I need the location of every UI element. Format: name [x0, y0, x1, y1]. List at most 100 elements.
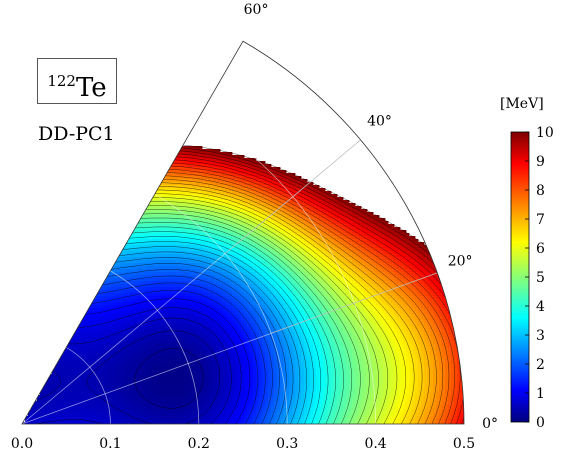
heat-cell	[118, 302, 122, 306]
heat-cell	[265, 311, 269, 315]
heat-cell	[364, 293, 368, 297]
heat-cell	[196, 239, 200, 243]
heat-cell	[205, 197, 209, 201]
heat-cell	[310, 230, 314, 234]
heat-cell	[292, 308, 296, 312]
heat-cell	[364, 284, 368, 288]
heat-cell	[382, 293, 386, 297]
heat-cell	[289, 293, 293, 297]
heat-cell	[280, 239, 284, 243]
heat-cell	[172, 314, 176, 318]
heat-cell	[367, 224, 371, 228]
heat-cell	[154, 242, 158, 246]
heat-cell	[364, 221, 368, 225]
heat-cell	[292, 188, 296, 192]
heat-cell	[214, 266, 218, 270]
heat-cell	[184, 149, 188, 153]
heat-cell	[352, 233, 356, 237]
heat-cell	[262, 284, 266, 288]
heat-cell	[439, 272, 443, 276]
heat-cell	[328, 230, 332, 234]
heat-cell	[307, 221, 311, 225]
heat-cell	[313, 185, 317, 189]
heat-cell	[250, 269, 254, 273]
heat-cell	[397, 230, 401, 234]
heat-cell	[214, 242, 218, 246]
heat-cell	[100, 308, 104, 312]
heat-cell	[268, 314, 272, 318]
heat-cell	[340, 266, 344, 270]
heat-cell	[229, 179, 233, 183]
heat-cell	[334, 242, 338, 246]
heat-cell	[328, 314, 332, 318]
heat-cell	[202, 173, 206, 177]
heat-cell	[199, 224, 203, 228]
heat-cell	[238, 311, 242, 315]
heat-cell	[130, 239, 134, 243]
heat-cell	[298, 284, 302, 288]
heat-cell	[193, 215, 197, 219]
heat-cell	[310, 314, 314, 318]
heat-cell	[349, 242, 353, 246]
heat-cell	[337, 209, 341, 213]
heat-cell	[199, 230, 203, 234]
heat-cell	[160, 188, 164, 192]
heat-cell	[241, 173, 245, 177]
heat-cell	[448, 317, 452, 321]
heat-cell	[283, 287, 287, 291]
heat-cell	[133, 284, 137, 288]
heat-cell	[319, 320, 323, 324]
heat-cell	[235, 296, 239, 300]
heat-cell	[277, 299, 281, 303]
heat-cell	[343, 218, 347, 222]
heat-cell	[361, 269, 365, 273]
heat-cell	[313, 188, 317, 192]
heat-cell	[190, 257, 194, 261]
heat-cell	[208, 278, 212, 282]
heat-cell	[367, 266, 371, 270]
heat-cell	[271, 215, 275, 219]
heat-cell	[325, 275, 329, 279]
heat-cell	[421, 245, 425, 249]
heat-cell	[280, 179, 284, 183]
heat-cell	[229, 305, 233, 309]
heat-cell	[172, 239, 176, 243]
heat-cell	[325, 263, 329, 267]
heat-cell	[136, 230, 140, 234]
heat-cell	[358, 278, 362, 282]
heat-cell	[178, 269, 182, 273]
heat-cell	[229, 296, 233, 300]
heat-cell	[85, 314, 89, 318]
heat-cell	[352, 284, 356, 288]
heat-cell	[202, 197, 206, 201]
heat-cell	[244, 272, 248, 276]
heat-cell	[238, 218, 242, 222]
heat-cell	[370, 269, 374, 273]
heat-cell	[229, 230, 233, 234]
heat-cell	[274, 275, 278, 279]
heat-cell	[268, 287, 272, 291]
heat-cell	[205, 176, 209, 180]
heat-cell	[409, 248, 413, 252]
heat-cell	[208, 281, 212, 285]
heat-cell	[190, 200, 194, 204]
heat-cell	[355, 218, 359, 222]
heat-cell	[310, 305, 314, 309]
heat-cell	[316, 185, 320, 189]
heat-cell	[187, 266, 191, 270]
heat-cell	[406, 305, 410, 309]
heat-cell	[373, 233, 377, 237]
heat-cell	[289, 206, 293, 210]
heat-cell	[364, 218, 368, 222]
heat-cell	[241, 320, 245, 324]
heat-cell	[271, 179, 275, 183]
heat-cell	[403, 299, 407, 303]
heat-cell	[436, 257, 440, 261]
heat-cell	[268, 272, 272, 276]
heat-cell	[142, 272, 146, 276]
heat-cell	[343, 299, 347, 303]
heat-cell	[406, 263, 410, 267]
heat-cell	[343, 308, 347, 312]
heat-cell	[139, 320, 143, 324]
heat-cell	[256, 182, 260, 186]
